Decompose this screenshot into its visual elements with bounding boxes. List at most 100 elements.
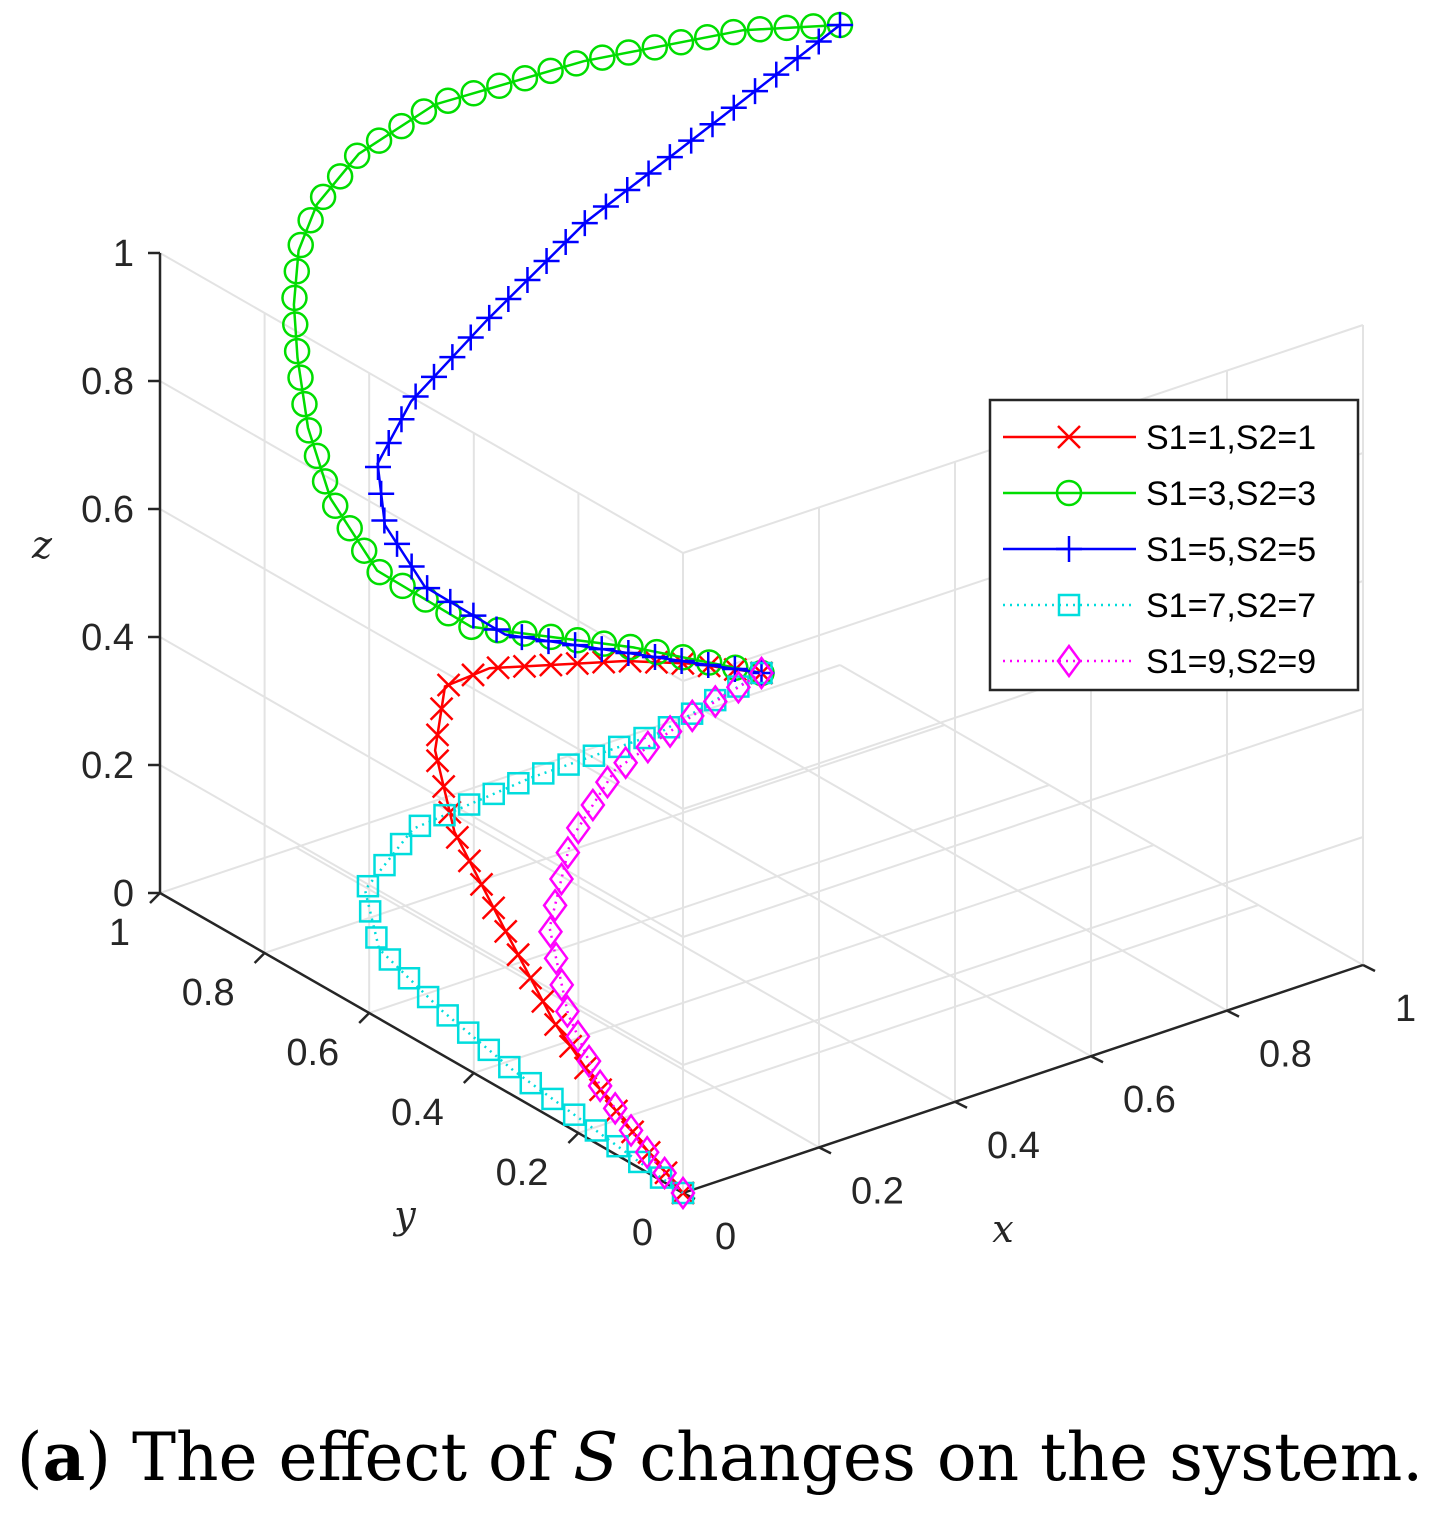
grid-line-yz-horizontal	[159, 380, 684, 682]
series-marker	[493, 919, 518, 944]
series-marker	[495, 285, 522, 312]
series-marker	[283, 257, 311, 285]
series-marker	[398, 553, 425, 580]
series-1	[425, 649, 774, 1205]
legend-label: S1=9,S2=9	[1146, 643, 1316, 681]
series-marker	[514, 266, 541, 293]
x-tick-label: 0.8	[1259, 1034, 1312, 1076]
legend-label: S1=5,S2=5	[1146, 531, 1316, 569]
series-marker	[420, 363, 447, 390]
series-marker	[457, 848, 482, 873]
series-marker	[634, 1135, 660, 1170]
series-marker	[563, 50, 590, 77]
series-marker	[402, 383, 429, 410]
x-axis-line	[682, 963, 1364, 1195]
series-marker	[602, 1091, 628, 1126]
series-marker	[532, 762, 555, 785]
series-marker	[537, 623, 565, 651]
series-marker	[436, 1004, 459, 1027]
series-marker	[588, 636, 615, 663]
series-marker	[539, 653, 563, 677]
series-marker	[773, 14, 800, 42]
tick-labels: 00.20.40.60.8100.20.40.60.8100.20.40.60.…	[81, 233, 1416, 1258]
chart-3d-plot: 00.20.40.60.8100.20.40.60.8100.20.40.60.…	[31, 11, 1416, 1258]
series-marker	[287, 231, 314, 259]
grid-line-floor-y	[368, 784, 1050, 1014]
series-line	[292, 23, 841, 675]
series-marker	[543, 941, 569, 976]
series-marker	[800, 13, 827, 40]
series-marker	[437, 588, 464, 615]
z-tick-label: 0.8	[81, 361, 134, 403]
series-marker	[669, 644, 697, 671]
series-marker	[436, 673, 461, 697]
series-marker	[725, 670, 751, 705]
legend-box	[988, 398, 1360, 692]
series-marker	[549, 967, 575, 1002]
series-marker	[469, 872, 494, 897]
series-marker	[635, 729, 661, 765]
series-marker	[805, 28, 832, 55]
x-tick-label: 0.4	[987, 1125, 1040, 1167]
x-tick-mark	[1090, 1055, 1104, 1064]
figure-caption: (a) The effect of S changes on the syste…	[16, 1418, 1424, 1496]
series-marker	[486, 655, 511, 680]
series-marker	[541, 1087, 564, 1111]
series-marker	[693, 23, 721, 51]
series-marker	[565, 651, 590, 676]
series-marker	[641, 644, 668, 671]
series-marker	[657, 714, 683, 749]
series-marker	[678, 127, 705, 154]
series-marker	[368, 480, 395, 507]
grid-line-xz-horizontal	[682, 836, 1364, 1066]
series-marker	[594, 765, 620, 800]
x-tick-mark	[1226, 1009, 1240, 1018]
series-marker	[571, 210, 598, 237]
series-marker	[460, 79, 487, 107]
series-marker	[358, 900, 382, 923]
series-marker	[531, 989, 555, 1014]
series-marker	[350, 537, 378, 564]
y-tick-label: 0.6	[286, 1032, 339, 1074]
series-marker	[434, 87, 462, 114]
series-marker	[336, 514, 363, 542]
series-marker	[592, 193, 619, 220]
series-marker	[291, 390, 318, 418]
y-axis-label: y	[392, 1193, 416, 1237]
series-marker	[656, 144, 683, 171]
series-marker	[343, 142, 371, 169]
series-marker	[720, 18, 747, 46]
series-marker	[590, 630, 618, 657]
y-tick-label: 0	[632, 1212, 653, 1254]
series-marker	[784, 45, 811, 72]
series-marker	[584, 1119, 608, 1142]
caption-label: a	[42, 1418, 86, 1496]
series-marker	[410, 98, 438, 125]
series-marker	[309, 183, 337, 211]
series-marker	[562, 1103, 586, 1126]
caption-text-after: changes on the system.	[639, 1419, 1424, 1496]
series-marker	[565, 1019, 591, 1054]
series-marker	[482, 782, 505, 806]
x-tick-mark	[818, 1146, 832, 1155]
legend-item-1: S1=1,S2=1	[1003, 419, 1316, 457]
series-marker	[670, 1175, 696, 1211]
series-marker	[326, 163, 354, 190]
series-marker	[763, 61, 790, 88]
z-tick-label: 0.2	[81, 745, 134, 787]
series-marker	[389, 572, 416, 600]
series-marker	[679, 698, 705, 733]
series-marker	[633, 726, 656, 750]
grid-line-floor-x	[703, 709, 1228, 1012]
series-marker	[587, 1068, 613, 1104]
series-marker	[408, 814, 432, 838]
series-marker	[618, 1113, 644, 1148]
x-tick-label: 0.6	[1123, 1079, 1176, 1121]
series-marker	[511, 620, 538, 647]
grid-line-floor-y	[473, 844, 1155, 1074]
legend-label: S1=1,S2=1	[1146, 419, 1316, 457]
series-marker	[416, 985, 440, 1009]
series-marker	[388, 406, 415, 433]
legend-item-5: S1=9,S2=9	[1003, 643, 1316, 681]
series-marker	[562, 632, 589, 659]
